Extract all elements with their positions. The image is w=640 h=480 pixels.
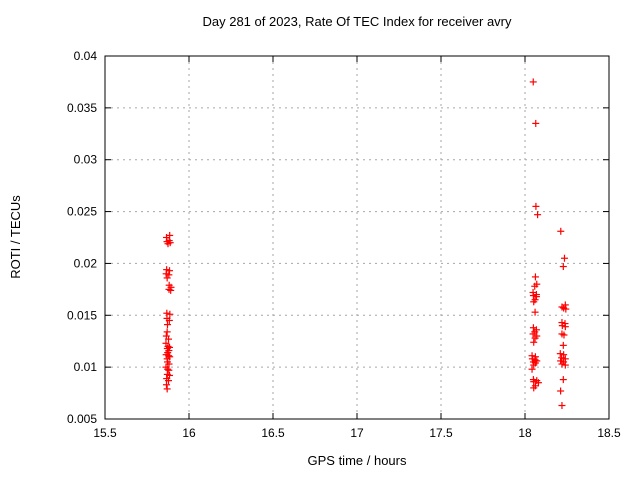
data-point: [557, 357, 565, 365]
svg-text:0.005: 0.005: [67, 412, 97, 426]
data-point: [163, 385, 171, 393]
data-point: [559, 263, 567, 271]
chart-title: Day 281 of 2023, Rate Of TEC Index for r…: [202, 14, 512, 29]
svg-text:18.5: 18.5: [597, 426, 621, 440]
svg-text:0.015: 0.015: [67, 308, 97, 322]
data-point: [557, 227, 565, 235]
data-point: [165, 366, 173, 374]
data-point: [531, 282, 539, 290]
data-point: [165, 335, 173, 343]
data-point: [529, 292, 537, 300]
data-point: [530, 338, 538, 346]
svg-text:18: 18: [518, 426, 532, 440]
data-point: [561, 323, 569, 331]
data-point: [531, 334, 539, 342]
data-point: [558, 354, 566, 362]
x-axis-label: GPS time / hours: [307, 453, 407, 468]
data-point: [530, 384, 538, 392]
grid-lines: [105, 56, 609, 419]
scatter-points: [162, 78, 570, 410]
data-point: [531, 273, 539, 281]
data-point: [532, 293, 540, 301]
data-point: [562, 305, 570, 313]
data-point: [534, 211, 542, 219]
data-point: [163, 321, 171, 329]
data-point: [560, 331, 568, 339]
data-point: [162, 381, 170, 389]
data-point: [557, 387, 565, 395]
data-point: [165, 285, 173, 293]
data-point: [558, 402, 566, 410]
data-point: [561, 355, 569, 363]
data-point: [558, 360, 566, 368]
data-point: [166, 267, 174, 275]
data-point: [165, 271, 173, 279]
data-point: [532, 202, 540, 210]
data-point: [558, 322, 566, 330]
data-point: [532, 119, 540, 127]
svg-text:0.01: 0.01: [74, 360, 98, 374]
data-point: [167, 286, 175, 294]
svg-text:17: 17: [350, 426, 364, 440]
data-point: [531, 308, 539, 316]
svg-text:0.03: 0.03: [74, 153, 98, 167]
svg-text:0.04: 0.04: [74, 49, 98, 63]
data-point: [530, 378, 538, 386]
svg-text:0.02: 0.02: [74, 256, 98, 270]
data-point: [164, 240, 172, 248]
data-point: [166, 310, 174, 318]
svg-text:0.035: 0.035: [67, 101, 97, 115]
data-point: [165, 377, 173, 385]
data-point: [163, 274, 171, 282]
data-point: [556, 350, 564, 358]
data-point: [165, 316, 173, 324]
plot-border: [104, 55, 610, 420]
data-point: [559, 376, 567, 384]
data-point: [559, 341, 567, 349]
data-point: [534, 379, 542, 387]
data-point: [529, 78, 537, 86]
data-point: [165, 360, 173, 368]
data-point: [165, 352, 173, 360]
svg-text:16: 16: [182, 426, 196, 440]
data-point: [561, 361, 569, 369]
svg-text:17.5: 17.5: [429, 426, 453, 440]
x-tick-labels: 15.5 16 16.5 17 17.5 18 18.5: [93, 426, 621, 440]
data-point: [560, 254, 568, 262]
svg-text:16.5: 16.5: [261, 426, 285, 440]
data-point: [530, 361, 538, 369]
y-tick-labels: 0.005 0.01 0.015 0.02 0.025 0.03 0.035 0.04: [67, 49, 97, 426]
data-point: [558, 303, 566, 311]
svg-text:15.5: 15.5: [93, 426, 117, 440]
data-point: [528, 365, 536, 373]
data-point: [529, 330, 537, 338]
data-point: [530, 298, 538, 306]
svg-text:0.025: 0.025: [67, 205, 97, 219]
data-point: [163, 328, 171, 336]
